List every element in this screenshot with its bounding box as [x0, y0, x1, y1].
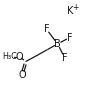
Text: H₃C: H₃C: [2, 52, 17, 61]
Text: F: F: [44, 24, 49, 34]
Text: O: O: [15, 52, 23, 62]
Text: F: F: [67, 32, 73, 43]
Text: F: F: [62, 53, 67, 63]
Text: O: O: [18, 70, 26, 80]
Text: K: K: [67, 6, 73, 16]
Text: B: B: [54, 39, 61, 49]
Text: +: +: [72, 3, 79, 12]
